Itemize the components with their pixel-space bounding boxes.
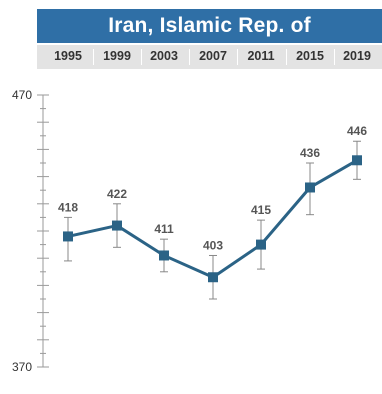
y-axis: 370 470 xyxy=(12,88,49,374)
x-tick-label-2019: 2019 xyxy=(343,49,371,63)
year-separator xyxy=(333,49,335,65)
year-separator xyxy=(92,49,94,65)
data-point-1999 xyxy=(112,220,122,231)
data-label-2015: 436 xyxy=(300,146,320,160)
data-label-1999: 422 xyxy=(107,187,127,201)
x-tick-label-2011: 2011 xyxy=(247,49,275,63)
data-label-2011: 415 xyxy=(251,203,271,217)
data-point-1995 xyxy=(63,231,73,242)
x-tick-label-1999: 1999 xyxy=(103,49,131,63)
data-label-2019: 446 xyxy=(347,124,367,138)
data-point-2003 xyxy=(159,250,169,261)
y-tick-label-470: 470 xyxy=(12,88,32,102)
data-label-2007: 403 xyxy=(203,238,223,252)
data-label-1995: 418 xyxy=(58,200,78,214)
x-tick-label-2015: 2015 xyxy=(296,49,324,63)
year-separator xyxy=(285,49,287,65)
year-separator xyxy=(140,49,142,65)
data-point-2019 xyxy=(352,155,362,166)
year-separator xyxy=(237,49,238,65)
data-point-2015 xyxy=(305,182,315,193)
data-point-2011 xyxy=(256,239,266,250)
y-tick-label-370: 370 xyxy=(12,360,32,374)
data-label-2003: 411 xyxy=(154,222,174,236)
x-tick-label-1995: 1995 xyxy=(54,49,82,63)
x-tick-label-2003: 2003 xyxy=(150,49,178,63)
data-point-2007 xyxy=(208,272,218,283)
data-labels: 418 422 411 403 415 436 446 xyxy=(58,124,367,252)
x-tick-label-2007: 2007 xyxy=(199,49,227,63)
data-markers xyxy=(63,155,362,283)
chart-title: Iran, Islamic Rep. of xyxy=(37,9,382,43)
x-axis-year-header: 1995 1999 2003 2007 2011 2015 2019 xyxy=(37,45,382,69)
year-separator xyxy=(188,49,190,65)
